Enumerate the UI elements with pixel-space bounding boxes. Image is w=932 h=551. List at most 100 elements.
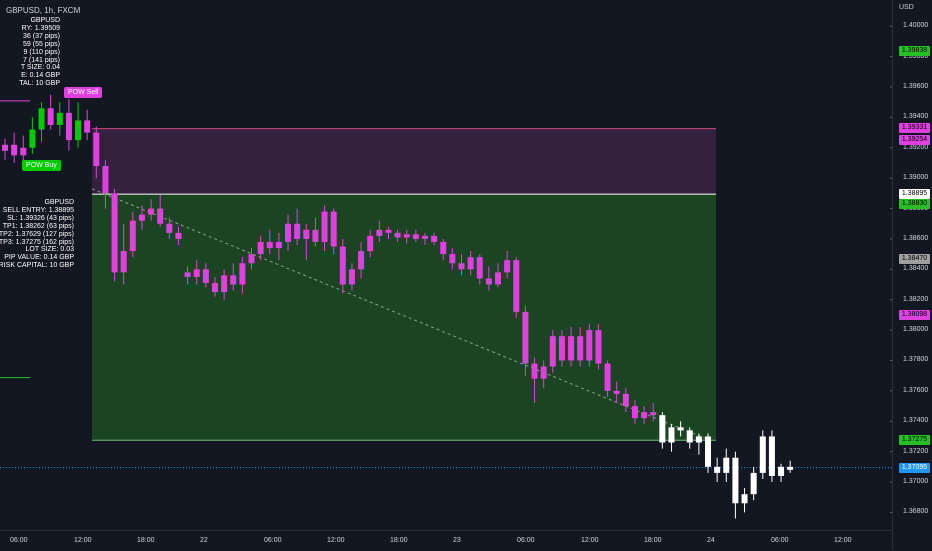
candle [312, 229, 319, 242]
candle [650, 412, 657, 416]
candle [175, 232, 182, 239]
time-tick: 18:00 [390, 537, 408, 544]
candle [622, 393, 629, 407]
candle [504, 260, 511, 273]
price-tick: 1.38000 [903, 326, 929, 334]
price-tag: 1.37275 [899, 435, 930, 446]
price-tick: 1.37200 [903, 447, 929, 455]
time-tick: 06:00 [771, 537, 789, 544]
info-line: TP3: 1.37275 (162 pips) [0, 238, 74, 246]
price-tick: 1.38600 [903, 234, 929, 242]
info-line: SL: 1.39326 (43 pips) [7, 214, 74, 222]
price-tick: 1.38200 [903, 295, 929, 303]
candle [56, 112, 63, 125]
candle [750, 472, 757, 495]
info-line: SELL ENTRY: 1.38895 [2, 206, 74, 214]
candle [613, 390, 620, 394]
time-tick: 12:00 [581, 537, 599, 544]
price-tag: 1.38470 [899, 253, 930, 264]
candle [211, 282, 218, 293]
pow-buy-label: POW Buy [22, 160, 61, 171]
pow-sell-label: POW Sell [64, 87, 103, 98]
candle [230, 275, 237, 285]
candle [239, 263, 246, 285]
candle [586, 330, 593, 361]
candle [321, 211, 328, 242]
candle [193, 269, 200, 277]
time-axis[interactable] [0, 530, 892, 551]
price-chart[interactable] [0, 0, 892, 530]
candle [485, 278, 492, 285]
candle [157, 208, 164, 224]
candle [275, 241, 282, 249]
candle [458, 263, 465, 270]
candle [221, 275, 228, 293]
candle [695, 436, 702, 443]
candle [531, 363, 538, 379]
time-tick: 12:00 [74, 537, 92, 544]
candle [449, 254, 456, 264]
candle [129, 220, 136, 252]
candle [668, 427, 675, 443]
candle [358, 251, 365, 270]
candle [778, 466, 785, 476]
candle [102, 166, 109, 194]
candle [394, 232, 401, 238]
info-line: GBPUSD [30, 17, 60, 24]
candle [294, 223, 301, 239]
time-tick: 18:00 [137, 537, 155, 544]
candle [495, 272, 502, 285]
info-line: T SIZE: 0.04 [20, 64, 60, 72]
candle [330, 211, 337, 247]
info-line: 7 (141 pips) [23, 56, 60, 64]
candle [248, 254, 255, 264]
candle [93, 132, 100, 167]
time-tick: 22 [200, 537, 208, 544]
candle [595, 330, 602, 364]
price-tick: 1.39200 [903, 143, 929, 151]
candle [604, 363, 611, 391]
price-tick: 1.39800 [903, 52, 929, 60]
candle [257, 241, 264, 255]
price-tag: 1.38098 [899, 310, 930, 321]
candle [120, 251, 127, 273]
time-tick: 12:00 [327, 537, 345, 544]
price-tick: 1.39000 [903, 174, 929, 182]
info-line: TP1: 1.38262 (63 pips) [2, 222, 74, 230]
buy-position-info: GBPUSD RY: 1.39509 36 (37 pips) 59 (55 pips… [0, 17, 60, 88]
time-tick: 24 [707, 537, 715, 544]
chart-pane[interactable]: GBPUSD, 1h, FXCM GBPUSD RY: 1.39509 36 (37… [0, 0, 892, 530]
candle [577, 336, 584, 361]
info-line: RISK CAPITAL: 10 GBP [0, 262, 74, 270]
candle [631, 406, 638, 419]
candle [732, 457, 739, 504]
candle [2, 144, 8, 151]
candle [549, 336, 556, 367]
candle [138, 214, 145, 221]
price-tick: 1.38400 [903, 265, 929, 273]
stop-loss-zone [92, 128, 716, 195]
candle [513, 260, 520, 312]
time-tick: 06:00 [264, 537, 282, 544]
info-line: TP2: 1.37629 (127 pips) [0, 230, 74, 238]
candle [111, 193, 118, 273]
time-tick: 12:00 [834, 537, 852, 544]
price-axis[interactable]: USD [892, 0, 932, 550]
info-line: PIP VALUE: 0.14 GBP [4, 254, 74, 262]
candle [202, 269, 209, 283]
info-line: GBPUSD [44, 199, 74, 206]
candle [38, 108, 45, 130]
candle [522, 311, 529, 364]
candle [659, 415, 666, 443]
price-tick: 1.36800 [903, 508, 929, 516]
price-tick: 1.37400 [903, 417, 929, 425]
candle [376, 229, 383, 236]
candle [686, 430, 693, 443]
price-tag: 1.39331 [899, 122, 930, 133]
price-tag: 1.38895 [899, 189, 930, 200]
info-line: TAL: 10 GBP [19, 80, 60, 88]
candle [166, 223, 173, 233]
price-tag: 1.38830 [899, 198, 930, 209]
candle [266, 241, 273, 249]
candle [84, 120, 91, 133]
